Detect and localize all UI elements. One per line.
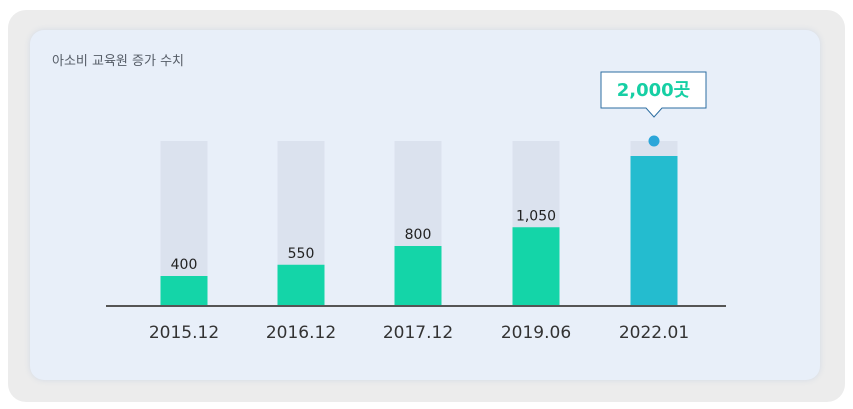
- x-tick-label: 2017.12: [383, 323, 453, 343]
- bar: [512, 227, 560, 306]
- callout-box: [600, 71, 707, 118]
- x-tick-label: 2016.12: [266, 323, 336, 343]
- x-tick-label: 2022.01: [619, 323, 689, 343]
- chart-title: 아소비 교육원 증가 수치: [52, 54, 184, 69]
- x-tick-label: 2015.12: [149, 323, 219, 343]
- highlight-dot: [648, 135, 660, 147]
- bar: [630, 156, 678, 306]
- callout-label: 2,000곳: [617, 80, 691, 101]
- x-tick-label: 2019.06: [501, 323, 571, 343]
- bar: [277, 264, 325, 306]
- data-label: 550: [288, 246, 315, 262]
- data-label: 1,050: [516, 208, 556, 224]
- bar: [160, 276, 208, 306]
- data-label: 400: [171, 257, 198, 273]
- bar: [394, 246, 442, 306]
- data-label: 800: [405, 227, 432, 243]
